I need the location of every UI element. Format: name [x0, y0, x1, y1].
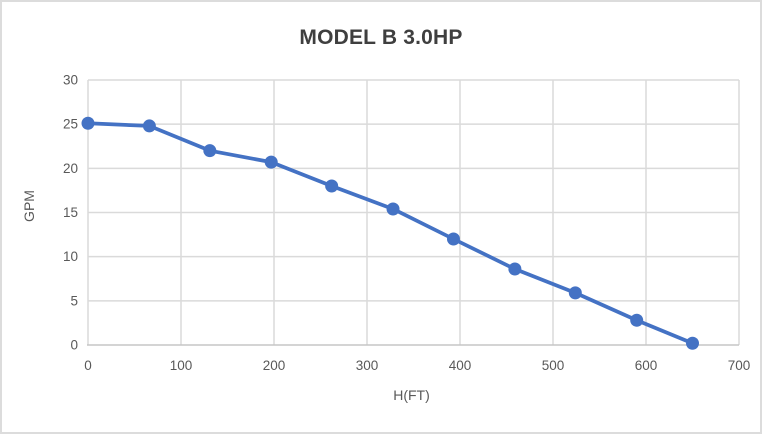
y-tick-label: 25	[63, 117, 78, 132]
x-tick-label: 500	[542, 358, 565, 373]
data-point-marker	[508, 262, 522, 276]
x-tick-label: 700	[728, 358, 751, 373]
series-line	[86, 121, 695, 346]
data-point-marker	[325, 179, 339, 193]
x-tick-label: 300	[356, 358, 379, 373]
data-point-marker	[446, 232, 460, 246]
data-point-marker	[142, 119, 156, 133]
y-tick-label: 15	[63, 205, 78, 220]
x-tick-label: 600	[635, 358, 658, 373]
y-tick-label: 30	[63, 73, 78, 88]
x-tick-label: 0	[84, 358, 92, 373]
data-point-marker	[686, 336, 699, 350]
y-tick-label: 20	[63, 161, 78, 176]
y-tick-label: 0	[70, 338, 78, 353]
y-tick-label: 10	[63, 249, 78, 264]
chart-title: MODEL B 3.0HP	[299, 26, 463, 49]
y-tick-label: 5	[70, 293, 78, 308]
x-tick-label: 100	[170, 358, 193, 373]
x-axis-title: H(FT)	[393, 387, 430, 403]
data-point-marker	[203, 144, 217, 158]
data-point-marker	[81, 116, 95, 130]
x-tick-label: 400	[449, 358, 472, 373]
data-point-marker	[568, 286, 582, 300]
data-point-marker	[630, 313, 644, 327]
data-point-marker	[386, 202, 400, 216]
x-tick-label: 200	[263, 358, 286, 373]
data-point-marker	[264, 155, 278, 169]
y-axis-title: GPM	[21, 190, 37, 222]
